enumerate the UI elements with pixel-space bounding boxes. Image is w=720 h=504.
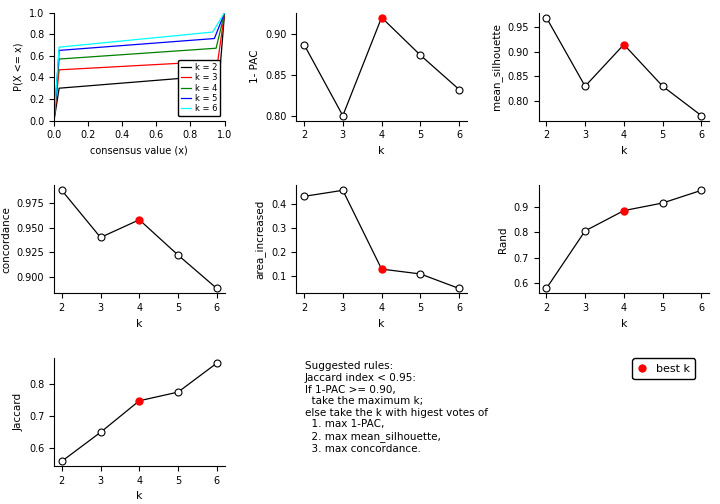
k = 5 [142, 41, 150, 47]
k = 6 [216, 16, 225, 22]
k = 6 [132, 37, 140, 43]
k = 3 [216, 39, 225, 45]
Y-axis label: area_increased: area_increased [255, 200, 266, 279]
X-axis label: k: k [378, 146, 385, 156]
k = 3 [132, 62, 140, 69]
k = 2 [216, 60, 225, 66]
X-axis label: consensus value (x): consensus value (x) [91, 146, 188, 156]
k = 2 [131, 79, 140, 85]
k = 3 [220, 10, 229, 16]
X-axis label: k: k [136, 319, 143, 329]
k = 6 [220, 10, 229, 16]
k = 5 [151, 40, 160, 46]
Line: k = 5: k = 5 [54, 13, 225, 120]
k = 2 [50, 117, 58, 123]
Y-axis label: 1- PAC: 1- PAC [250, 50, 259, 84]
k = 2 [189, 74, 198, 80]
Legend: k = 2, k = 3, k = 4, k = 5, k = 6: k = 2, k = 3, k = 4, k = 5, k = 6 [178, 60, 220, 116]
k = 5 [220, 10, 229, 16]
Y-axis label: Rand: Rand [498, 226, 508, 253]
k = 2 [132, 79, 140, 85]
k = 2 [142, 78, 150, 84]
Legend: best k: best k [632, 358, 696, 380]
X-axis label: k: k [621, 319, 627, 329]
k = 4 [216, 27, 225, 33]
k = 5 [132, 41, 140, 47]
k = 3 [50, 117, 58, 123]
k = 4 [151, 49, 160, 55]
k = 2 [151, 78, 160, 84]
k = 5 [216, 20, 225, 26]
k = 4 [50, 117, 58, 123]
Y-axis label: mean_silhouette: mean_silhouette [491, 23, 502, 110]
k = 6 [131, 37, 140, 43]
Text: Suggested rules:
Jaccard index < 0.95:
If 1-PAC >= 0.90,
  take the maximum k;
e: Suggested rules: Jaccard index < 0.95: I… [305, 361, 487, 454]
k = 6 [142, 36, 150, 42]
Y-axis label: P(X <= x): P(X <= x) [14, 42, 23, 91]
Line: k = 2: k = 2 [54, 13, 225, 120]
k = 4 [220, 10, 229, 16]
k = 6 [50, 117, 58, 123]
Line: k = 6: k = 6 [54, 13, 225, 120]
k = 3 [189, 59, 198, 66]
k = 4 [131, 51, 140, 57]
X-axis label: k: k [378, 319, 385, 329]
k = 5 [50, 117, 58, 123]
k = 5 [131, 41, 140, 47]
Line: k = 3: k = 3 [54, 13, 225, 120]
Y-axis label: Jaccard: Jaccard [14, 393, 23, 431]
k = 6 [189, 31, 198, 37]
X-axis label: k: k [136, 491, 143, 501]
Line: k = 4: k = 4 [54, 13, 225, 120]
k = 3 [131, 62, 140, 69]
k = 4 [132, 51, 140, 57]
k = 4 [189, 47, 198, 53]
k = 4 [142, 50, 150, 56]
X-axis label: k: k [621, 146, 627, 156]
k = 3 [142, 62, 150, 68]
k = 3 [151, 61, 160, 68]
k = 2 [220, 10, 229, 16]
k = 5 [189, 37, 198, 43]
Y-axis label: concordance: concordance [1, 206, 11, 273]
k = 6 [151, 35, 160, 41]
